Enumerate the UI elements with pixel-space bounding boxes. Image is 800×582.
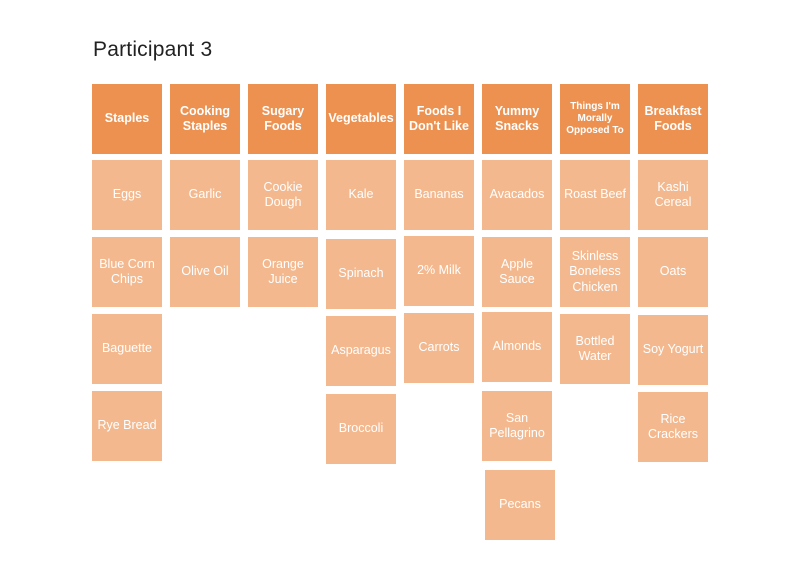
food-card[interactable]: Olive Oil bbox=[170, 237, 240, 307]
category-header[interactable]: Breakfast Foods bbox=[638, 84, 708, 154]
category-header[interactable]: Staples bbox=[92, 84, 162, 154]
food-card[interactable]: Bananas bbox=[404, 160, 474, 230]
food-card[interactable]: Baguette bbox=[92, 314, 162, 384]
food-card[interactable]: Kashi Cereal bbox=[638, 160, 708, 230]
food-card[interactable]: Roast Beef bbox=[560, 160, 630, 230]
food-card[interactable]: Pecans bbox=[485, 470, 555, 540]
food-card[interactable]: Garlic bbox=[170, 160, 240, 230]
category-header[interactable]: Vegetables bbox=[326, 84, 396, 154]
food-card[interactable]: Cookie Dough bbox=[248, 160, 318, 230]
food-card[interactable]: Rye Bread bbox=[92, 391, 162, 461]
food-card[interactable]: Bottled Water bbox=[560, 314, 630, 384]
category-header[interactable]: Things I'm Morally Opposed To bbox=[560, 84, 630, 154]
food-card[interactable]: Spinach bbox=[326, 239, 396, 309]
category-header[interactable]: Yummy Snacks bbox=[482, 84, 552, 154]
food-card[interactable]: Kale bbox=[326, 160, 396, 230]
food-card[interactable]: Blue Corn Chips bbox=[92, 237, 162, 307]
page-title: Participant 3 bbox=[93, 38, 213, 61]
food-card[interactable]: Avacados bbox=[482, 160, 552, 230]
food-card[interactable]: Carrots bbox=[404, 313, 474, 383]
food-card[interactable]: Eggs bbox=[92, 160, 162, 230]
food-card[interactable]: Almonds bbox=[482, 312, 552, 382]
food-card[interactable]: Oats bbox=[638, 237, 708, 307]
food-card[interactable]: Orange Juice bbox=[248, 237, 318, 307]
category-header[interactable]: Cooking Staples bbox=[170, 84, 240, 154]
food-card[interactable]: Rice Crackers bbox=[638, 392, 708, 462]
food-card[interactable]: San Pellagrino bbox=[482, 391, 552, 461]
food-card[interactable]: Soy Yogurt bbox=[638, 315, 708, 385]
food-card[interactable]: 2% Milk bbox=[404, 236, 474, 306]
category-header[interactable]: Sugary Foods bbox=[248, 84, 318, 154]
food-card[interactable]: Skinless Boneless Chicken bbox=[560, 237, 630, 307]
food-card[interactable]: Apple Sauce bbox=[482, 237, 552, 307]
food-card[interactable]: Broccoli bbox=[326, 394, 396, 464]
category-header[interactable]: Foods I Don't Like bbox=[404, 84, 474, 154]
food-card[interactable]: Asparagus bbox=[326, 316, 396, 386]
